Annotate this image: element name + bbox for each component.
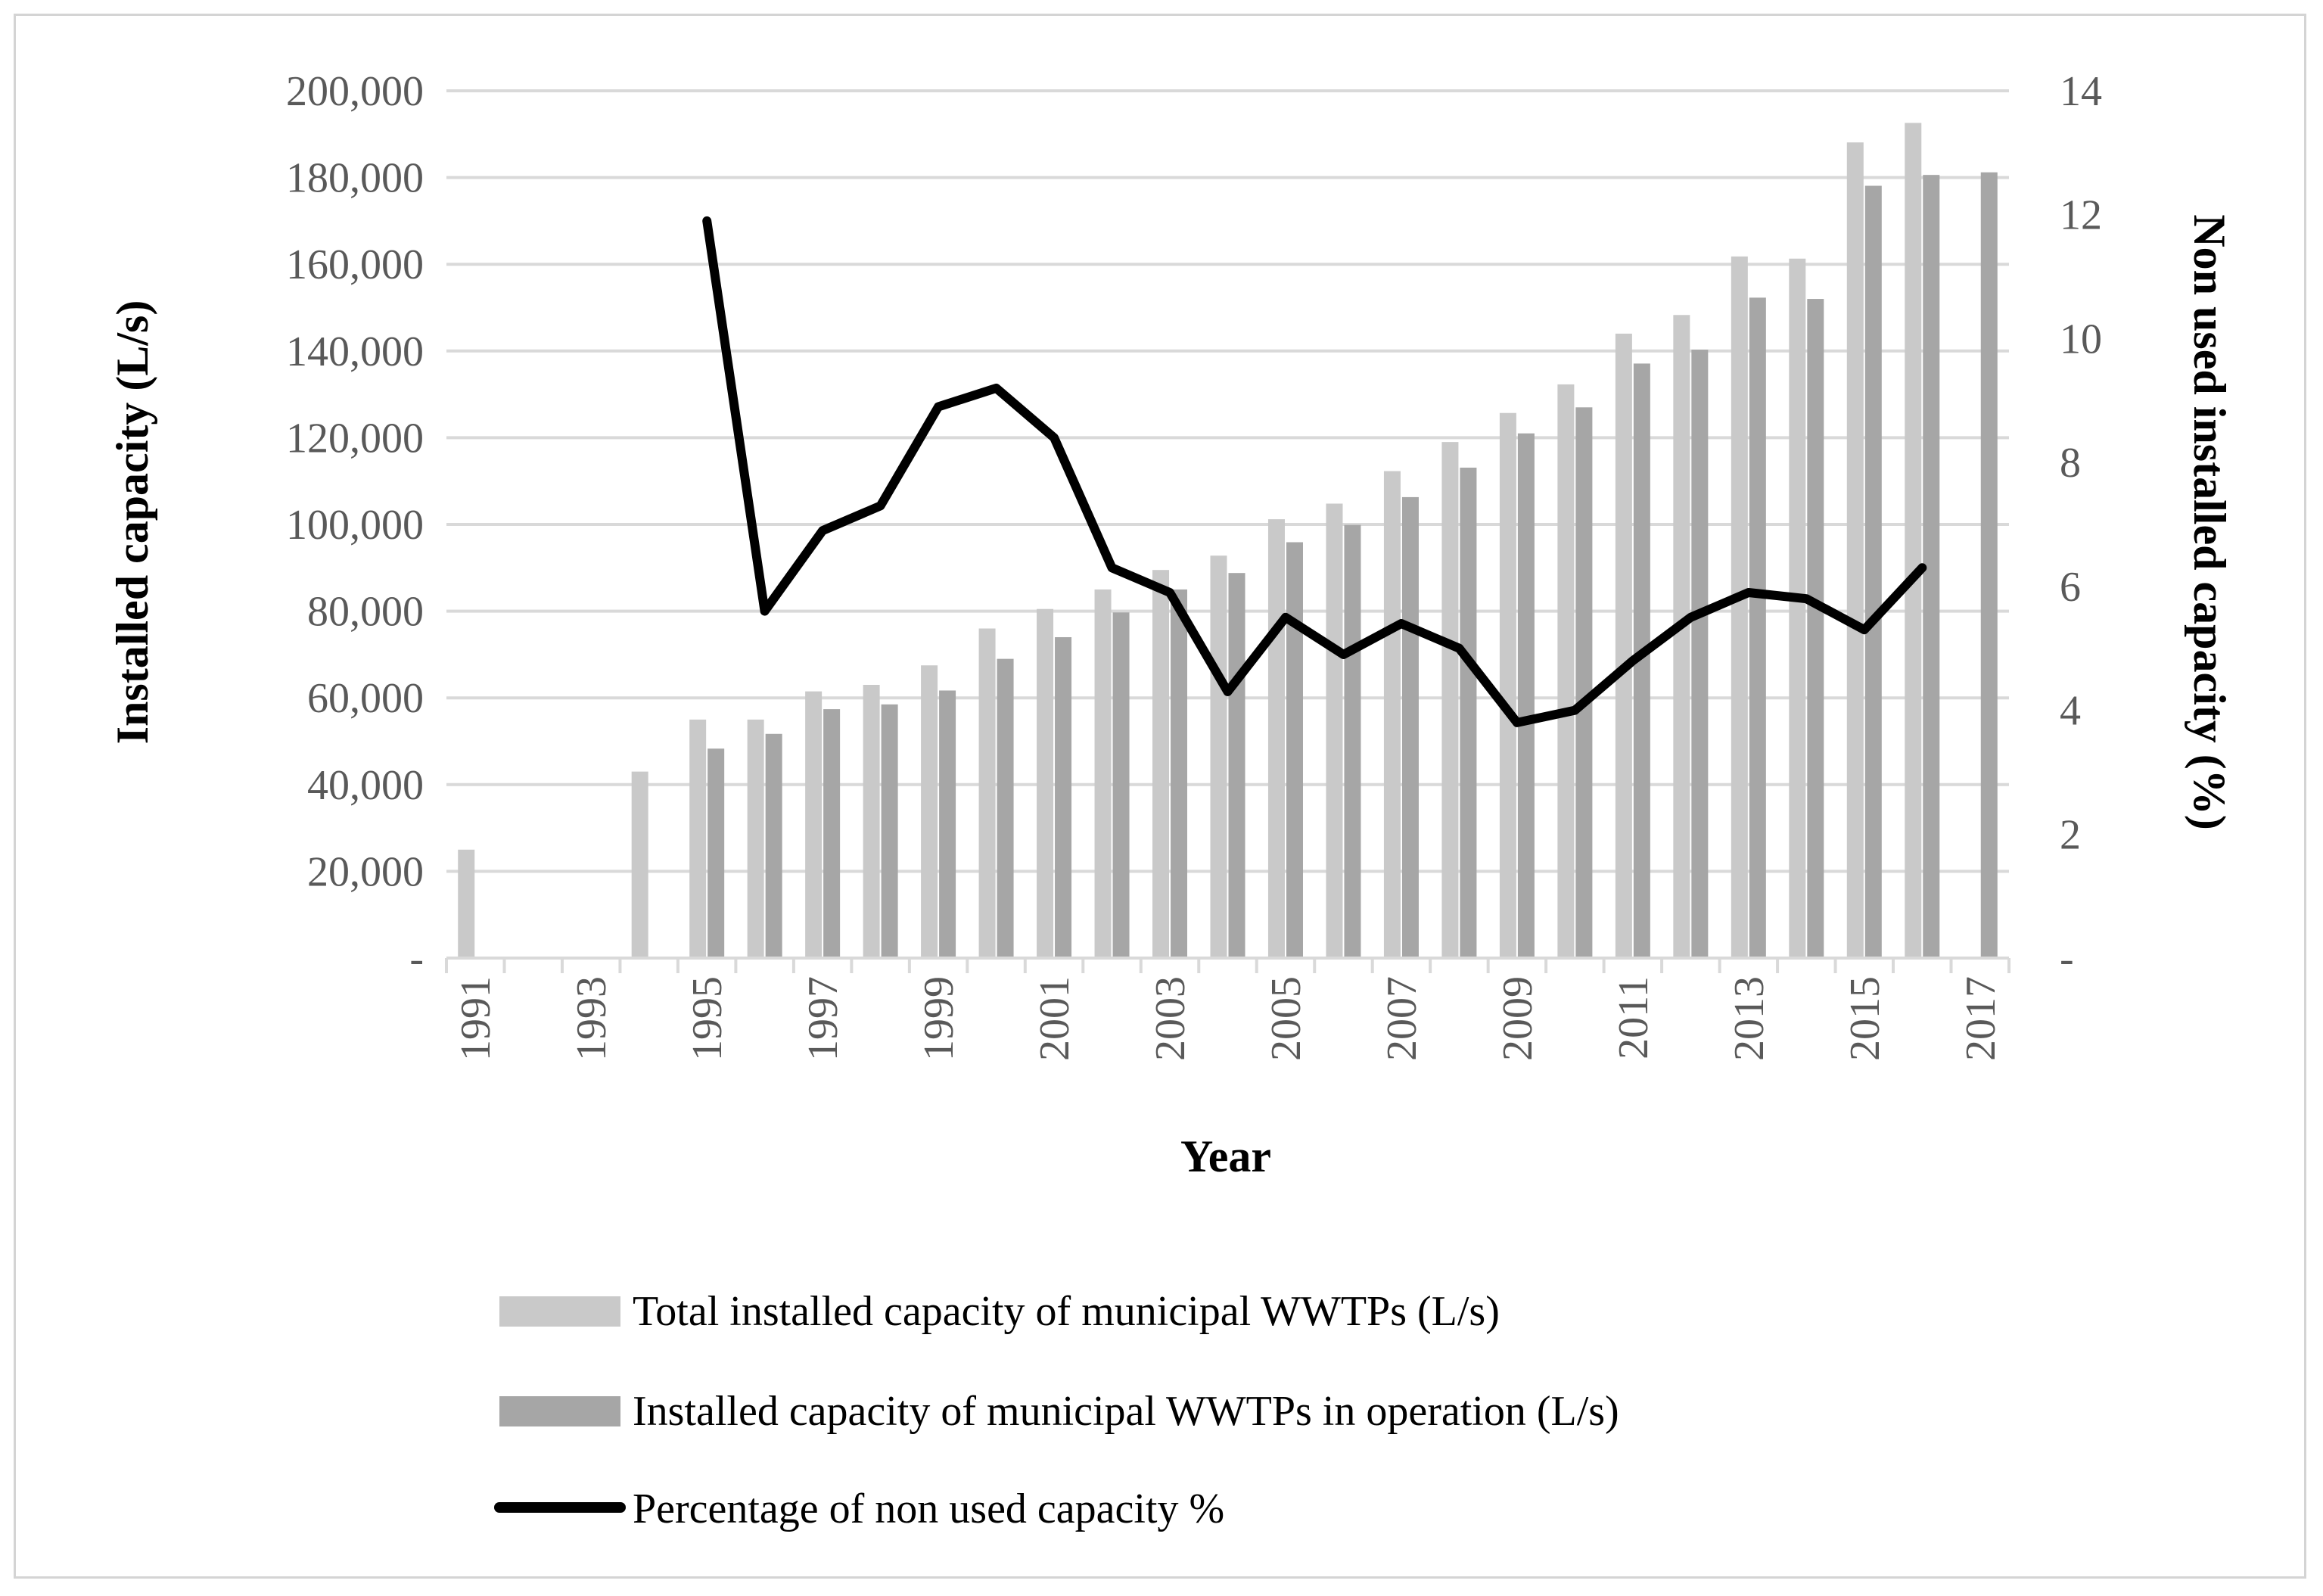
bar-total-2015 <box>1846 142 1864 958</box>
bar-operation-1995 <box>707 748 725 958</box>
bar-total-2011 <box>1615 333 1632 958</box>
bar-operation-2016 <box>1923 175 1940 959</box>
bar-operation-2004 <box>1228 573 1245 958</box>
bar-total-2003 <box>1152 570 1170 958</box>
x-tick-label: 1995 <box>684 976 731 1061</box>
x-tick-label: 2015 <box>1842 976 1889 1061</box>
x-tick-label: 1997 <box>800 976 847 1061</box>
y-tick-label: 140,000 <box>286 328 424 375</box>
x-tick-label: 1993 <box>568 976 615 1061</box>
bar-total-1994 <box>631 771 648 958</box>
left-axis-ticks: - 20,000 40,000 60,000 80,000 100,000 120,000 1… <box>286 68 424 982</box>
bar-operation-1999 <box>939 690 956 958</box>
x-tick-label: 1991 <box>452 976 499 1061</box>
bar-total-1997 <box>805 691 823 958</box>
y-tick-label: 20,000 <box>307 848 424 895</box>
legend-swatch-total <box>499 1296 620 1327</box>
x-tick-label: 2003 <box>1147 976 1194 1061</box>
bar-operation-2008 <box>1460 467 1477 958</box>
bar-operation-2010 <box>1575 407 1593 958</box>
y-tick-label: - <box>409 935 424 982</box>
bar-operation-2015 <box>1864 185 1882 958</box>
bar-operation-1997 <box>823 709 841 958</box>
legend-swatch-operation <box>499 1396 620 1426</box>
bar-total-2014 <box>1789 258 1806 959</box>
axes <box>445 957 2010 973</box>
bar-total-2002 <box>1094 589 1112 958</box>
gridlines <box>446 89 2009 873</box>
bar-total-2009 <box>1499 412 1516 958</box>
y2-tick-label: 14 <box>2060 68 2102 115</box>
y-axis-title: Installed capacity (L/s) <box>107 300 157 745</box>
y2-tick-label: 6 <box>2060 564 2081 611</box>
x-tick-label: 2009 <box>1494 976 1541 1061</box>
bar-total-2000 <box>978 628 996 958</box>
y-tick-label: 100,000 <box>286 502 424 549</box>
bar-operation-2014 <box>1807 299 1824 958</box>
bar-total-2013 <box>1731 256 1748 958</box>
bar-operation-2007 <box>1401 496 1419 958</box>
y-tick-label: 160,000 <box>286 241 424 288</box>
bar-total-2012 <box>1673 315 1690 959</box>
bar-total-2010 <box>1557 384 1575 958</box>
y-tick-label: 200,000 <box>286 68 424 115</box>
y-tick-label: 120,000 <box>286 415 424 462</box>
legend-label-operation: Installed capacity of municipal WWTPs in… <box>633 1388 1619 1435</box>
bar-operation-2003 <box>1171 589 1188 958</box>
y2-tick-label: 4 <box>2060 688 2081 735</box>
bars <box>458 123 1998 959</box>
y2-tick-label: 12 <box>2060 192 2102 239</box>
y-tick-label: 180,000 <box>286 155 424 202</box>
bar-operation-2005 <box>1286 542 1303 958</box>
bar-total-2016 <box>1905 123 1922 959</box>
x-tick-label: 1999 <box>916 976 962 1061</box>
line-percentage-non-used <box>702 216 1927 727</box>
bar-total-1995 <box>689 719 707 958</box>
y2-tick-label: - <box>2060 935 2074 982</box>
bar-total-1998 <box>863 685 880 958</box>
bar-total-1999 <box>921 665 938 958</box>
legend: Total installed capacity of municipal WW… <box>494 1288 1619 1532</box>
bar-total-1996 <box>747 719 764 958</box>
bar-total-2001 <box>1037 608 1054 958</box>
bar-operation-2000 <box>997 658 1014 958</box>
y-tick-label: 40,000 <box>307 762 424 809</box>
x-tick-label: 2005 <box>1263 976 1310 1061</box>
y2-tick-label: 10 <box>2060 316 2102 362</box>
bar-total-2005 <box>1267 519 1285 958</box>
bar-operation-2009 <box>1517 433 1535 958</box>
y2-axis-title: Non used installed capacity (%) <box>2185 214 2234 829</box>
bar-total-2008 <box>1441 442 1459 958</box>
y-tick-label: 60,000 <box>307 675 424 722</box>
bar-operation-2001 <box>1055 636 1072 958</box>
x-tick-label: 2011 <box>1610 976 1657 1059</box>
y2-tick-label: 2 <box>2060 811 2081 858</box>
bar-total-2004 <box>1210 555 1227 958</box>
bar-operation-2006 <box>1344 524 1361 958</box>
bar-operation-1996 <box>765 733 782 958</box>
bar-operation-2012 <box>1691 350 1709 958</box>
bar-total-2007 <box>1383 471 1401 958</box>
y-tick-label: 80,000 <box>307 589 424 636</box>
bar-operation-1998 <box>881 704 898 958</box>
x-tick-label: 2007 <box>1379 976 1426 1061</box>
bar-operation-2011 <box>1633 363 1650 958</box>
line-series <box>702 216 1927 727</box>
bar-total-1991 <box>458 849 475 958</box>
x-tick-label: 2013 <box>1726 976 1773 1061</box>
right-axis-ticks: - 2 4 6 8 10 12 14 <box>2060 68 2102 982</box>
y2-tick-label: 8 <box>2060 440 2081 487</box>
bar-operation-2017 <box>1980 172 1998 958</box>
legend-label-percentage: Percentage of non used capacity % <box>633 1486 1224 1532</box>
legend-label-total: Total installed capacity of municipal WW… <box>633 1288 1500 1335</box>
x-axis-title: Year <box>1180 1131 1271 1181</box>
x-axis-ticks: 1991 1993 1995 1997 1999 2001 2003 2005 2007 2009… <box>452 976 2004 1061</box>
x-tick-label: 2017 <box>1958 976 2004 1061</box>
bar-total-2006 <box>1326 503 1343 958</box>
bar-operation-2013 <box>1749 297 1766 958</box>
bar-operation-2002 <box>1112 612 1130 958</box>
x-tick-label: 2001 <box>1031 976 1078 1061</box>
